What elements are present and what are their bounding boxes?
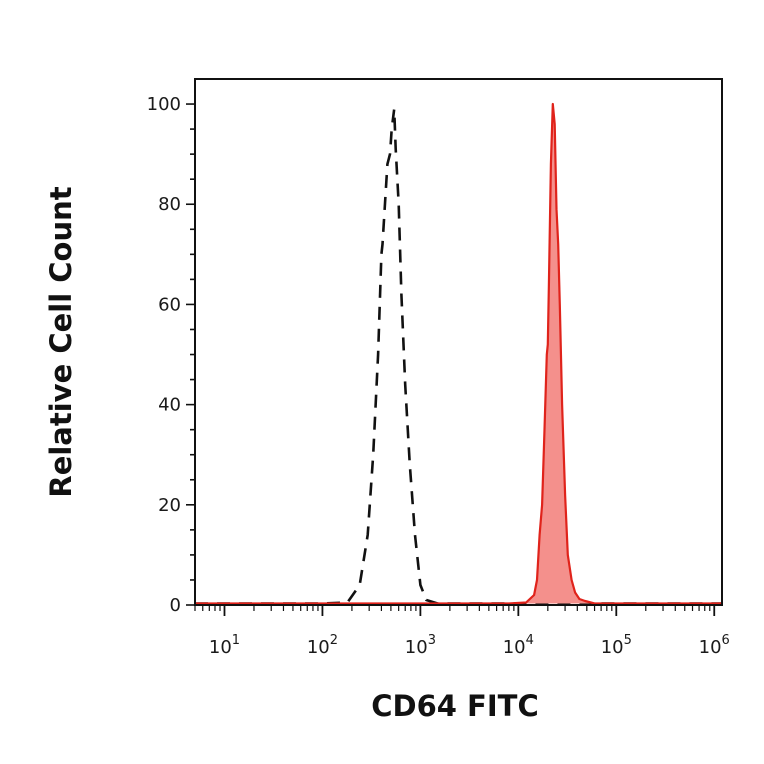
y-tick-label: 60 — [158, 294, 181, 315]
x-tick-label: 104 — [503, 633, 534, 658]
axes: 0 20 40 60 80 100 101 102 103 104 105 106 — [147, 94, 730, 658]
y-axis-title: Relative Cell Count — [44, 186, 78, 497]
y-tick-label: 80 — [158, 194, 181, 215]
x-tick-label: 102 — [307, 633, 338, 658]
x-tick-label: 105 — [601, 633, 632, 658]
plot-frame — [194, 78, 723, 606]
x-axis-title: CD64 FITC — [371, 689, 538, 723]
series-line-0 — [195, 107, 722, 605]
y-tick-label: 100 — [147, 94, 181, 115]
y-tick-label: 0 — [170, 595, 181, 616]
x-tick-label: 101 — [209, 633, 240, 658]
y-tick-label: 40 — [158, 395, 181, 416]
x-tick-label: 103 — [405, 633, 436, 658]
plot-area — [195, 102, 722, 605]
y-tick-label: 20 — [158, 495, 181, 516]
x-tick-label: 106 — [699, 633, 730, 658]
series-fill-1 — [195, 104, 722, 604]
series-line-1 — [195, 102, 722, 605]
